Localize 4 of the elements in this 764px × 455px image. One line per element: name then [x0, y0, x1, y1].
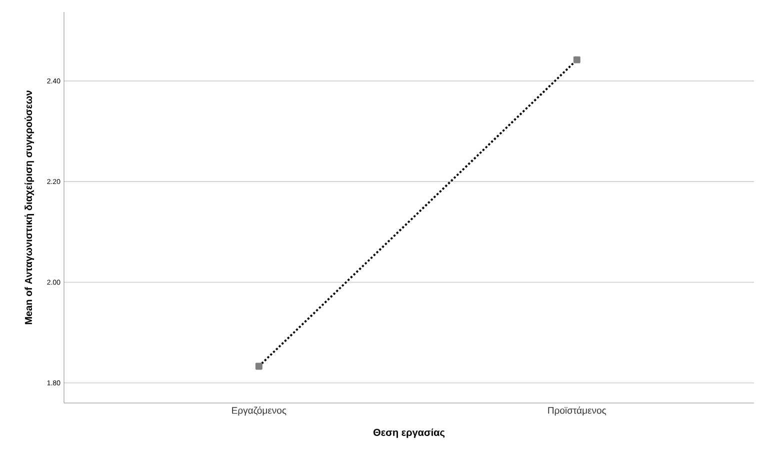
- x-tick-label: Εργαζόμενος: [232, 406, 286, 416]
- x-tick-label: Προϊστάμενος: [548, 406, 606, 416]
- x-axis-title: Θεση εργασίας: [373, 428, 445, 438]
- y-axis-title: Mean of Ανταγωνιστική διαχείριση συγκρούσεων: [24, 90, 34, 324]
